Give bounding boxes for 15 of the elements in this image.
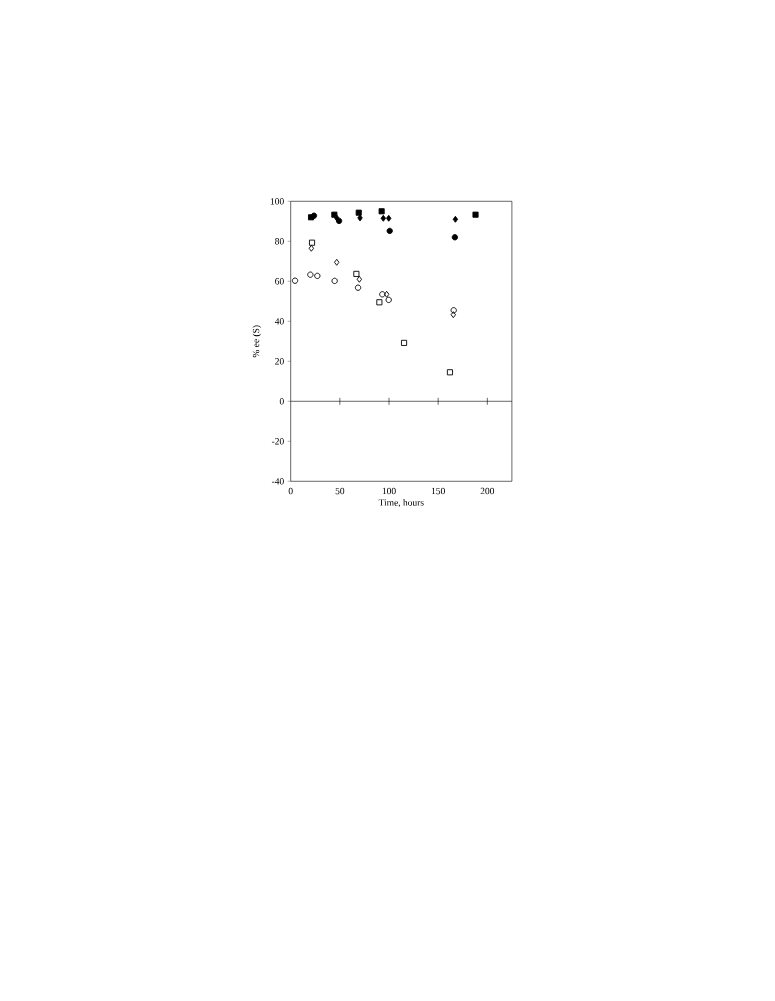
y-tick-label: 60 <box>275 278 284 285</box>
y-tick-label: 80 <box>275 238 284 245</box>
x-axis-title: Time, hours <box>378 499 424 508</box>
x-tick-label: 0 <box>288 487 293 495</box>
x-tick-label: 50 <box>335 487 345 495</box>
x-tick-label: 100 <box>382 487 396 495</box>
y-tick-label: 20 <box>275 358 284 365</box>
y-tick-label: 0 <box>279 398 284 405</box>
y-axis-title: % ee (S) <box>252 325 262 358</box>
y-tick-label: 40 <box>274 318 284 325</box>
x-tick-label: 200 <box>480 487 495 495</box>
y-tick-label: 100 <box>270 198 284 205</box>
y-tick-label: -40 <box>271 478 284 485</box>
y-tick-label: -20 <box>271 438 284 445</box>
x-tick-label: 150 <box>431 487 445 495</box>
